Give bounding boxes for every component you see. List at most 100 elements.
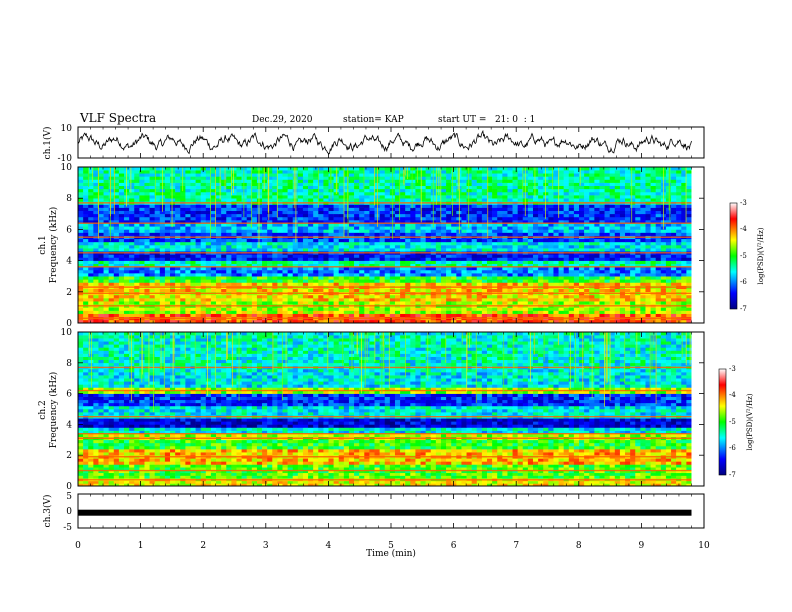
spectrogram-cell <box>216 294 222 299</box>
spectrogram-cell <box>476 254 483 258</box>
spectrogram-cell <box>328 276 334 280</box>
spectrogram-cell <box>681 254 687 258</box>
spectrogram-cell <box>461 288 467 293</box>
panel-ch1-waveform: 10 -10 ch.1(V) <box>42 124 705 164</box>
spectrogram-cell <box>302 226 309 230</box>
spectrogram-cell <box>512 226 518 230</box>
spectrogram-cell <box>517 245 524 249</box>
spectrogram-cell <box>108 254 115 258</box>
spectrogram-cell <box>170 263 176 268</box>
spectrogram-cell <box>328 310 334 314</box>
spectrogram-cell <box>533 298 539 302</box>
spectrogram-cell <box>328 298 334 302</box>
spectrogram-cell <box>205 229 212 233</box>
spectrogram-cell <box>154 216 161 221</box>
spectrogram-cell <box>221 198 227 202</box>
spectrogram-cell <box>548 241 554 246</box>
spectrogram-cell <box>599 319 605 324</box>
spectrogram-cell <box>343 319 350 324</box>
spectrogram-cell <box>267 294 273 299</box>
spectrogram-cell <box>517 232 524 236</box>
spectrogram-cell <box>185 301 191 305</box>
spectrogram-cell <box>660 276 667 280</box>
spectrogram-cell <box>614 282 621 286</box>
spectrogram-cell <box>88 229 94 233</box>
spectrogram-cell <box>400 195 406 199</box>
spectrogram-cell <box>164 226 171 230</box>
spectrogram-cell <box>144 266 150 271</box>
spectrogram-cell <box>226 232 232 236</box>
spectrogram-cell <box>650 266 656 271</box>
spectrogram-cell <box>671 301 677 305</box>
spectrogram-cell <box>379 232 386 236</box>
spectrogram-cell <box>139 301 145 305</box>
spectrogram-cell <box>451 248 457 252</box>
spectrogram-cell <box>599 210 605 215</box>
spectrogram-cell <box>645 232 651 236</box>
spectrogram-cell <box>533 198 539 202</box>
spectrogram-cell <box>410 266 416 271</box>
spectrogram-cell <box>538 213 544 218</box>
spectrogram-cell <box>456 288 462 293</box>
spectrogram-cell <box>400 282 406 286</box>
spectrogram-cell <box>415 213 421 218</box>
spectrogram-cell <box>241 248 247 252</box>
spectrogram-cell <box>78 273 84 277</box>
spectrogram-cell <box>343 220 350 224</box>
spectrogram-cell <box>88 226 94 230</box>
spectrogram-cell <box>190 307 196 311</box>
spectrogram-cell <box>134 307 140 311</box>
spectrogram-cell <box>216 232 222 236</box>
spectrogram-cell <box>538 257 544 261</box>
spectrogram-cell <box>440 319 447 324</box>
spectrogram-cell <box>175 276 181 280</box>
spectrogram-cell <box>348 269 355 274</box>
spectrogram-cell <box>200 313 207 318</box>
spectrogram-cell <box>481 245 488 249</box>
spectrogram-cell <box>446 273 452 277</box>
spectrogram-cell <box>400 220 406 224</box>
spectrogram-cell <box>604 226 610 230</box>
spectrogram-cell <box>338 269 345 274</box>
spectrogram-cell <box>563 210 570 215</box>
spectrogram-cell <box>221 276 227 280</box>
spectrogram-cell <box>221 248 227 252</box>
spectrogram-cell <box>210 301 217 305</box>
spectrogram-cell <box>420 232 426 236</box>
spectrogram-cell <box>502 204 508 208</box>
spectrogram-cell <box>277 276 283 280</box>
spectrogram-cell <box>129 229 135 233</box>
spectrogram-cell <box>369 319 375 324</box>
spectrogram-cell <box>486 288 493 293</box>
spectrogram-cell <box>272 279 278 283</box>
spectrogram-cell <box>262 266 268 271</box>
spectrogram-cell <box>665 294 672 299</box>
spectrogram-cell <box>185 288 191 293</box>
spectrogram-cell <box>517 223 524 227</box>
spectrogram-cell <box>681 216 687 221</box>
spectrogram-cell <box>384 319 391 324</box>
spectrogram-cell <box>78 282 84 286</box>
spectrogram-cell <box>246 210 253 215</box>
spectrogram-cell <box>205 238 212 243</box>
spectrogram-cell <box>210 220 217 224</box>
spectrogram-cell <box>655 216 662 221</box>
spectrogram-cell <box>343 245 350 249</box>
spectrogram-cell <box>159 263 166 268</box>
spectrogram-cell <box>292 282 299 286</box>
spectrogram-cell <box>584 266 590 271</box>
spectrogram-cell <box>507 229 513 233</box>
spectrogram-cell <box>282 226 288 230</box>
spectrogram-cell <box>88 319 94 324</box>
spectrogram-cell <box>88 204 94 208</box>
spectrogram-cell <box>149 282 155 286</box>
spectrogram-cell <box>139 220 145 224</box>
spectrogram-cell <box>456 319 462 324</box>
spectrogram-cell <box>512 216 518 221</box>
spectrogram-cell <box>323 266 329 271</box>
spectrogram-cell <box>302 220 309 224</box>
spectrogram-cell <box>579 245 585 249</box>
spectrogram-cell <box>236 279 242 283</box>
spectrogram-cell <box>256 266 263 271</box>
spectrogram-cell <box>640 260 646 265</box>
